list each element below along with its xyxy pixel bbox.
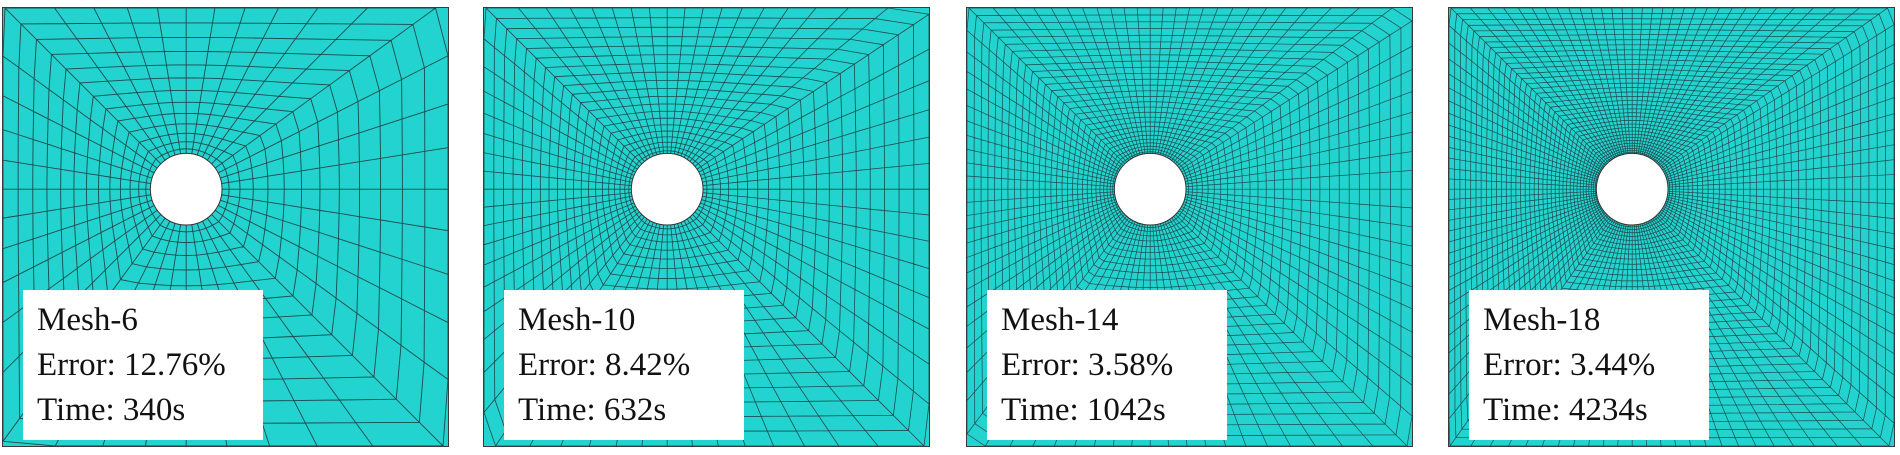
mesh-info-box: Mesh-6 Error: 12.76% Time: 340s bbox=[23, 290, 263, 440]
mesh-panel-mesh-18: Mesh-18 Error: 3.44% Time: 4234s bbox=[1448, 7, 1895, 447]
time-label: Time: 4234s bbox=[1483, 392, 1648, 428]
mesh-info-box: Mesh-18 Error: 3.44% Time: 4234s bbox=[1469, 290, 1709, 440]
mesh-name-label: Mesh-14 bbox=[1001, 302, 1119, 338]
time-label: Time: 632s bbox=[518, 392, 667, 428]
mesh-panel-mesh-10: Mesh-10 Error: 8.42% Time: 632s bbox=[483, 7, 930, 447]
mesh-name-label: Mesh-10 bbox=[518, 302, 636, 338]
mesh-grid bbox=[1449, 8, 1894, 446]
mesh-grid bbox=[484, 8, 929, 446]
time-label: Time: 1042s bbox=[1001, 392, 1166, 428]
mesh-grid bbox=[3, 8, 448, 446]
mesh-name-label: Mesh-18 bbox=[1483, 302, 1601, 338]
mesh-info-box: Mesh-10 Error: 8.42% Time: 632s bbox=[504, 290, 744, 440]
error-label: Error: 3.44% bbox=[1483, 347, 1656, 383]
mesh-panel-mesh-14: Mesh-14 Error: 3.58% Time: 1042s bbox=[966, 7, 1413, 447]
error-label: Error: 12.76% bbox=[37, 347, 226, 383]
mesh-name-label: Mesh-6 bbox=[37, 302, 138, 338]
central-hole bbox=[630, 152, 704, 226]
time-label: Time: 340s bbox=[37, 392, 186, 428]
central-hole bbox=[1595, 152, 1669, 226]
mesh-grid bbox=[967, 8, 1412, 446]
error-label: Error: 3.58% bbox=[1001, 347, 1174, 383]
central-hole bbox=[149, 152, 223, 226]
error-label: Error: 8.42% bbox=[518, 347, 691, 383]
mesh-info-box: Mesh-14 Error: 3.58% Time: 1042s bbox=[987, 290, 1227, 440]
mesh-panel-mesh-6: Mesh-6 Error: 12.76% Time: 340s bbox=[2, 7, 449, 447]
central-hole bbox=[1113, 152, 1187, 226]
